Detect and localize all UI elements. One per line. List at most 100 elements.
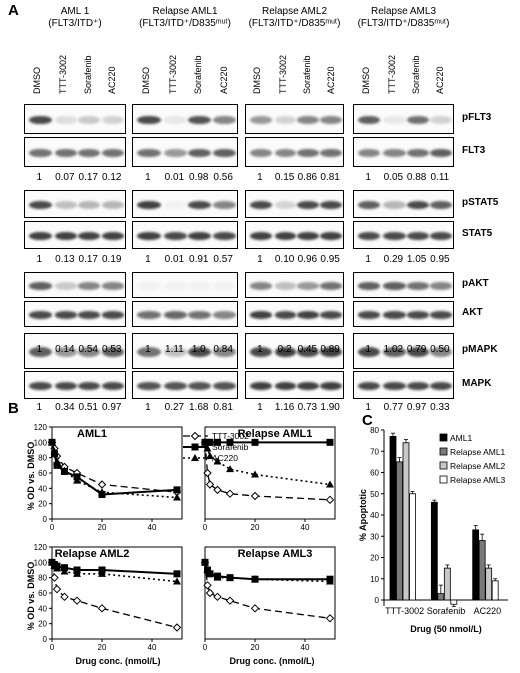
legend-label: Relapse AML1 — [450, 447, 506, 457]
data-point — [213, 485, 222, 495]
blot-band — [29, 115, 52, 125]
blot-band — [383, 382, 406, 390]
protein-label: pFLT3 — [462, 112, 492, 123]
data-point — [60, 466, 69, 474]
data-point — [213, 592, 222, 602]
blot-pflt3 — [245, 104, 344, 134]
y-tick-label: 20 — [38, 500, 47, 509]
quant-value: 0.95 — [320, 254, 340, 265]
x-tick-label: 40 — [148, 643, 157, 652]
chart-title: AML1 — [77, 428, 107, 440]
quant-value: 1 — [257, 254, 263, 265]
blot-pflt3 — [132, 104, 238, 134]
quant-value: 0.50 — [430, 344, 450, 355]
y-tick-label: 60 — [38, 589, 47, 598]
blot-pstat5 — [132, 190, 238, 218]
x-tick-label: 0 — [50, 643, 55, 652]
data-point — [251, 438, 259, 446]
blot-pakt — [132, 272, 238, 298]
blot-band — [429, 232, 452, 240]
blot-band — [358, 115, 381, 125]
y-tick-label: 50 — [370, 490, 379, 499]
blot-band — [429, 311, 452, 319]
protein-label: pMAPK — [462, 344, 498, 355]
blot-band — [274, 115, 297, 125]
blot-band — [212, 232, 236, 240]
y-tick-label: 120 — [34, 543, 48, 552]
y-tick-label: 100 — [34, 558, 48, 567]
blot-mapk — [245, 371, 344, 399]
quant-value: 0.89 — [320, 344, 340, 355]
y-axis-label: % OD vs. DMSO — [26, 562, 36, 631]
data-point — [213, 457, 222, 465]
blot-band — [188, 232, 212, 240]
quant-value: 0.81 — [213, 402, 233, 413]
blot-flt3 — [132, 137, 238, 167]
data-point — [251, 470, 259, 478]
blot-band — [358, 232, 381, 240]
data-point — [191, 443, 199, 451]
blot-band — [163, 311, 188, 319]
blot-band — [249, 382, 272, 390]
blot-band — [78, 115, 101, 125]
blot-band — [54, 346, 78, 358]
blot-band — [54, 232, 78, 240]
quant-value: 0.13 — [55, 254, 75, 265]
blot-band — [429, 282, 452, 290]
group-genotype: (FLT3/ITD⁺) — [48, 18, 102, 29]
blot-band — [54, 201, 78, 209]
blot-band — [188, 115, 212, 125]
quant-value: 1 — [365, 344, 371, 355]
data-point — [326, 577, 334, 585]
data-point — [60, 592, 69, 602]
y-tick-label: 20 — [38, 620, 47, 629]
blot-band — [320, 311, 343, 319]
blot-band — [137, 148, 161, 158]
quant-value: 1 — [257, 344, 263, 355]
blot-band — [249, 115, 272, 125]
y-tick-label: 40 — [38, 484, 47, 493]
data-point — [206, 569, 214, 577]
data-point — [203, 468, 212, 478]
y-tick-label: 0 — [43, 515, 48, 524]
data-point — [173, 486, 181, 494]
bar — [478, 540, 486, 601]
y-tick-label: 40 — [370, 511, 379, 520]
blot-band — [274, 346, 297, 358]
y-tick-label: 0 — [43, 635, 48, 644]
data-point — [206, 438, 214, 446]
blot-band — [188, 311, 212, 319]
blot-band — [188, 201, 212, 209]
y-tick-label: 30 — [370, 532, 379, 541]
group-title: Relapse AML2 — [261, 6, 328, 17]
blot-band — [163, 115, 188, 125]
blot-band — [78, 201, 101, 209]
blot-band — [137, 201, 161, 209]
quant-value: 0.11 — [430, 172, 450, 183]
blot-pstat5 — [353, 190, 454, 218]
legend-label: Relapse AML3 — [450, 475, 506, 485]
quant-value: 1.90 — [320, 402, 340, 413]
blot-pakt — [24, 272, 126, 298]
blot-pstat5 — [245, 190, 344, 218]
quant-value: 0.97 — [406, 402, 427, 413]
data-point — [214, 438, 221, 446]
quant-value: 0.12 — [101, 172, 122, 183]
blot-band — [78, 346, 101, 358]
category-label: TTT-3002 — [385, 606, 424, 616]
bar — [409, 493, 416, 601]
data-point — [48, 438, 56, 446]
quant-value: 0.29 — [383, 254, 404, 265]
bar — [430, 501, 438, 601]
quant-value: 1 — [145, 344, 151, 355]
x-tick-label: 20 — [251, 523, 260, 532]
data-point — [173, 577, 181, 585]
x-tick-label: 0 — [50, 523, 55, 532]
blot-band — [297, 382, 320, 390]
blot-band — [78, 282, 101, 290]
y-tick-label: 20 — [370, 554, 379, 563]
quant-value: 0.07 — [55, 172, 75, 183]
data-point — [73, 569, 81, 577]
x-tick-label: 40 — [148, 523, 157, 532]
blot-band — [188, 382, 212, 390]
